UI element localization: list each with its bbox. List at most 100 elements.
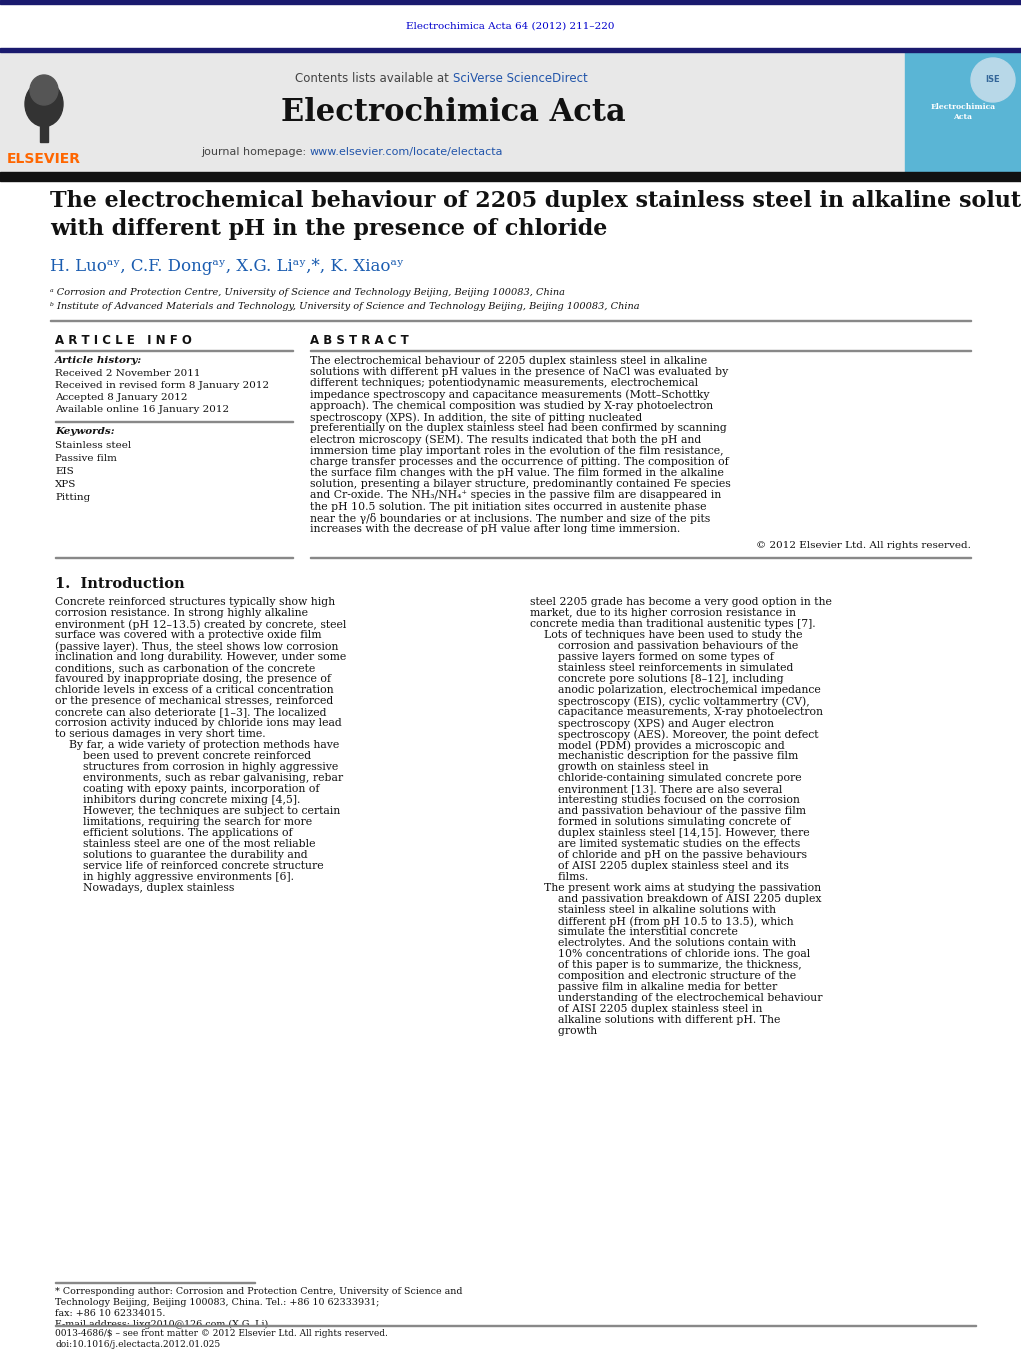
Text: 0013-4686/$ – see front matter © 2012 Elsevier Ltd. All rights reserved.: 0013-4686/$ – see front matter © 2012 El… xyxy=(55,1329,388,1337)
Text: ISE: ISE xyxy=(985,76,1001,85)
Text: market, due to its higher corrosion resistance in: market, due to its higher corrosion resi… xyxy=(530,608,796,619)
Text: solutions to guarantee the durability and: solutions to guarantee the durability an… xyxy=(55,850,307,861)
Text: Electrochimica Acta: Electrochimica Acta xyxy=(281,97,626,128)
Text: However, the techniques are subject to certain: However, the techniques are subject to c… xyxy=(55,807,340,816)
Text: corrosion activity induced by chloride ions may lead: corrosion activity induced by chloride i… xyxy=(55,719,342,728)
Text: or the presence of mechanical stresses, reinforced: or the presence of mechanical stresses, … xyxy=(55,696,333,707)
Text: environment [13]. There are also several: environment [13]. There are also several xyxy=(530,784,782,794)
Text: duplex stainless steel [14,15]. However, there: duplex stainless steel [14,15]. However,… xyxy=(530,828,810,838)
Text: in highly aggressive environments [6].: in highly aggressive environments [6]. xyxy=(55,873,294,882)
Text: inclination and long durability. However, under some: inclination and long durability. However… xyxy=(55,653,346,662)
Text: limitations, requiring the search for more: limitations, requiring the search for mo… xyxy=(55,817,312,827)
Text: been used to prevent concrete reinforced: been used to prevent concrete reinforced xyxy=(55,751,311,761)
Text: different techniques; potentiodynamic measurements, electrochemical: different techniques; potentiodynamic me… xyxy=(310,378,698,388)
Text: Lots of techniques have been used to study the: Lots of techniques have been used to stu… xyxy=(530,630,803,640)
Text: Pitting: Pitting xyxy=(55,493,90,503)
Text: passive layers formed on some types of: passive layers formed on some types of xyxy=(530,653,774,662)
Text: electron microscopy (SEM). The results indicated that both the pH and: electron microscopy (SEM). The results i… xyxy=(310,435,701,444)
Text: passive film in alkaline media for better: passive film in alkaline media for bette… xyxy=(530,982,777,992)
Text: ᵃ Corrosion and Protection Centre, University of Science and Technology Beijing,: ᵃ Corrosion and Protection Centre, Unive… xyxy=(50,288,565,297)
Text: the surface film changes with the pH value. The film formed in the alkaline: the surface film changes with the pH val… xyxy=(310,467,724,478)
Text: Nowadays, duplex stainless: Nowadays, duplex stainless xyxy=(55,884,235,893)
Text: 10% concentrations of chloride ions. The goal: 10% concentrations of chloride ions. The… xyxy=(530,950,811,959)
Text: immersion time play important roles in the evolution of the film resistance,: immersion time play important roles in t… xyxy=(310,446,724,455)
Text: XPS: XPS xyxy=(55,480,77,489)
Text: electrolytes. And the solutions contain with: electrolytes. And the solutions contain … xyxy=(530,938,796,948)
Text: (passive layer). Thus, the steel shows low corrosion: (passive layer). Thus, the steel shows l… xyxy=(55,642,338,651)
Circle shape xyxy=(971,58,1015,101)
Text: charge transfer processes and the occurrence of pitting. The composition of: charge transfer processes and the occurr… xyxy=(310,457,729,467)
Text: spectroscopy (AES). Moreover, the point defect: spectroscopy (AES). Moreover, the point … xyxy=(530,730,819,740)
Text: © 2012 Elsevier Ltd. All rights reserved.: © 2012 Elsevier Ltd. All rights reserved… xyxy=(757,542,971,550)
Text: favoured by inappropriate dosing, the presence of: favoured by inappropriate dosing, the pr… xyxy=(55,674,331,684)
Text: surface was covered with a protective oxide film: surface was covered with a protective ox… xyxy=(55,630,322,640)
Text: 1.  Introduction: 1. Introduction xyxy=(55,577,185,592)
Text: mechanistic description for the passive film: mechanistic description for the passive … xyxy=(530,751,798,761)
Text: environments, such as rebar galvanising, rebar: environments, such as rebar galvanising,… xyxy=(55,773,343,784)
Text: journal homepage:: journal homepage: xyxy=(201,147,310,157)
Ellipse shape xyxy=(25,81,63,127)
Text: simulate the interstitial concrete: simulate the interstitial concrete xyxy=(530,927,738,938)
Text: different pH (from pH 10.5 to 13.5), which: different pH (from pH 10.5 to 13.5), whi… xyxy=(530,916,793,927)
Text: increases with the decrease of pH value after long time immersion.: increases with the decrease of pH value … xyxy=(310,524,680,534)
Text: Electrochimica Acta 64 (2012) 211–220: Electrochimica Acta 64 (2012) 211–220 xyxy=(405,22,615,31)
Text: steel 2205 grade has become a very good option in the: steel 2205 grade has become a very good … xyxy=(530,597,832,607)
Text: with different pH in the presence of chloride: with different pH in the presence of chl… xyxy=(50,218,607,240)
Text: interesting studies focused on the corrosion: interesting studies focused on the corro… xyxy=(530,796,799,805)
Text: and Cr-oxide. The NH₃/NH₄⁺ species in the passive film are disappeared in: and Cr-oxide. The NH₃/NH₄⁺ species in th… xyxy=(310,490,721,500)
Text: and passivation behaviour of the passive film: and passivation behaviour of the passive… xyxy=(530,807,806,816)
Bar xyxy=(905,51,1021,172)
Text: Passive film: Passive film xyxy=(55,454,116,463)
Text: concrete can also deteriorate [1–3]. The localized: concrete can also deteriorate [1–3]. The… xyxy=(55,707,327,717)
Text: concrete pore solutions [8–12], including: concrete pore solutions [8–12], includin… xyxy=(530,674,784,684)
Text: films.: films. xyxy=(530,873,588,882)
Text: spectroscopy (XPS). In addition, the site of pitting nucleated: spectroscopy (XPS). In addition, the sit… xyxy=(310,412,642,423)
Text: spectroscopy (XPS) and Auger electron: spectroscopy (XPS) and Auger electron xyxy=(530,719,774,728)
Bar xyxy=(0,0,1021,4)
Text: growth on stainless steel in: growth on stainless steel in xyxy=(530,762,709,773)
Text: corrosion resistance. In strong highly alkaline: corrosion resistance. In strong highly a… xyxy=(55,608,308,619)
Text: the pH 10.5 solution. The pit initiation sites occurred in austenite phase: the pH 10.5 solution. The pit initiation… xyxy=(310,501,707,512)
Text: Received in revised form 8 January 2012: Received in revised form 8 January 2012 xyxy=(55,381,270,390)
Text: structures from corrosion in highly aggressive: structures from corrosion in highly aggr… xyxy=(55,762,338,773)
Text: Concrete reinforced structures typically show high: Concrete reinforced structures typically… xyxy=(55,597,335,607)
Text: stainless steel in alkaline solutions with: stainless steel in alkaline solutions wi… xyxy=(530,905,776,915)
Text: approach). The chemical composition was studied by X-ray photoelectron: approach). The chemical composition was … xyxy=(310,401,713,411)
Text: conditions, such as carbonation of the concrete: conditions, such as carbonation of the c… xyxy=(55,663,315,673)
Text: and passivation breakdown of AISI 2205 duplex: and passivation breakdown of AISI 2205 d… xyxy=(530,894,822,904)
Text: to serious damages in very short time.: to serious damages in very short time. xyxy=(55,730,265,739)
Text: solutions with different pH values in the presence of NaCl was evaluated by: solutions with different pH values in th… xyxy=(310,367,728,377)
Text: EIS: EIS xyxy=(55,467,74,476)
Text: Article history:: Article history: xyxy=(55,357,142,365)
Text: near the γ/δ boundaries or at inclusions. The number and size of the pits: near the γ/δ boundaries or at inclusions… xyxy=(310,513,711,524)
Text: ᵇ Institute of Advanced Materials and Technology, University of Science and Tech: ᵇ Institute of Advanced Materials and Te… xyxy=(50,303,639,311)
Text: are limited systematic studies on the effects: are limited systematic studies on the ef… xyxy=(530,839,800,850)
Text: H. Luoᵃʸ, C.F. Dongᵃʸ, X.G. Liᵃʸ,*, K. Xiaoᵃʸ: H. Luoᵃʸ, C.F. Dongᵃʸ, X.G. Liᵃʸ,*, K. X… xyxy=(50,258,404,276)
Text: www.elsevier.com/locate/electacta: www.elsevier.com/locate/electacta xyxy=(310,147,503,157)
Text: spectroscopy (EIS), cyclic voltammertry (CV),: spectroscopy (EIS), cyclic voltammertry … xyxy=(530,696,810,707)
Text: E-mail address: lixg2010@126.com (X.G. Li).: E-mail address: lixg2010@126.com (X.G. L… xyxy=(55,1320,272,1329)
Text: growth: growth xyxy=(530,1027,597,1036)
Text: doi:10.1016/j.electacta.2012.01.025: doi:10.1016/j.electacta.2012.01.025 xyxy=(55,1340,221,1350)
Ellipse shape xyxy=(30,76,58,105)
Text: coating with epoxy paints, incorporation of: coating with epoxy paints, incorporation… xyxy=(55,784,320,794)
Bar xyxy=(0,172,1021,181)
Text: service life of reinforced concrete structure: service life of reinforced concrete stru… xyxy=(55,861,324,871)
Text: Available online 16 January 2012: Available online 16 January 2012 xyxy=(55,405,229,413)
Text: model (PDM) provides a microscopic and: model (PDM) provides a microscopic and xyxy=(530,740,785,751)
Text: inhibitors during concrete mixing [4,5].: inhibitors during concrete mixing [4,5]. xyxy=(55,796,300,805)
Text: SciVerse ScienceDirect: SciVerse ScienceDirect xyxy=(453,72,588,85)
Text: alkaline solutions with different pH. The: alkaline solutions with different pH. Th… xyxy=(530,1015,780,1025)
Text: chloride levels in excess of a critical concentration: chloride levels in excess of a critical … xyxy=(55,685,334,696)
Text: stainless steel reinforcements in simulated: stainless steel reinforcements in simula… xyxy=(530,663,793,673)
Text: Accepted 8 January 2012: Accepted 8 January 2012 xyxy=(55,393,188,403)
Text: A B S T R A C T: A B S T R A C T xyxy=(310,334,408,347)
Text: * Corresponding author: Corrosion and Protection Centre, University of Science a: * Corresponding author: Corrosion and Pr… xyxy=(55,1288,463,1296)
Bar xyxy=(40,118,48,142)
Text: of AISI 2205 duplex stainless steel and its: of AISI 2205 duplex stainless steel and … xyxy=(530,861,789,871)
Text: Technology Beijing, Beijing 100083, China. Tel.: +86 10 62333931;: Technology Beijing, Beijing 100083, Chin… xyxy=(55,1298,380,1306)
Text: The present work aims at studying the passivation: The present work aims at studying the pa… xyxy=(530,884,821,893)
Text: solution, presenting a bilayer structure, predominantly contained Fe species: solution, presenting a bilayer structure… xyxy=(310,480,731,489)
Text: corrosion and passivation behaviours of the: corrosion and passivation behaviours of … xyxy=(530,642,798,651)
Text: efficient solutions. The applications of: efficient solutions. The applications of xyxy=(55,828,293,838)
